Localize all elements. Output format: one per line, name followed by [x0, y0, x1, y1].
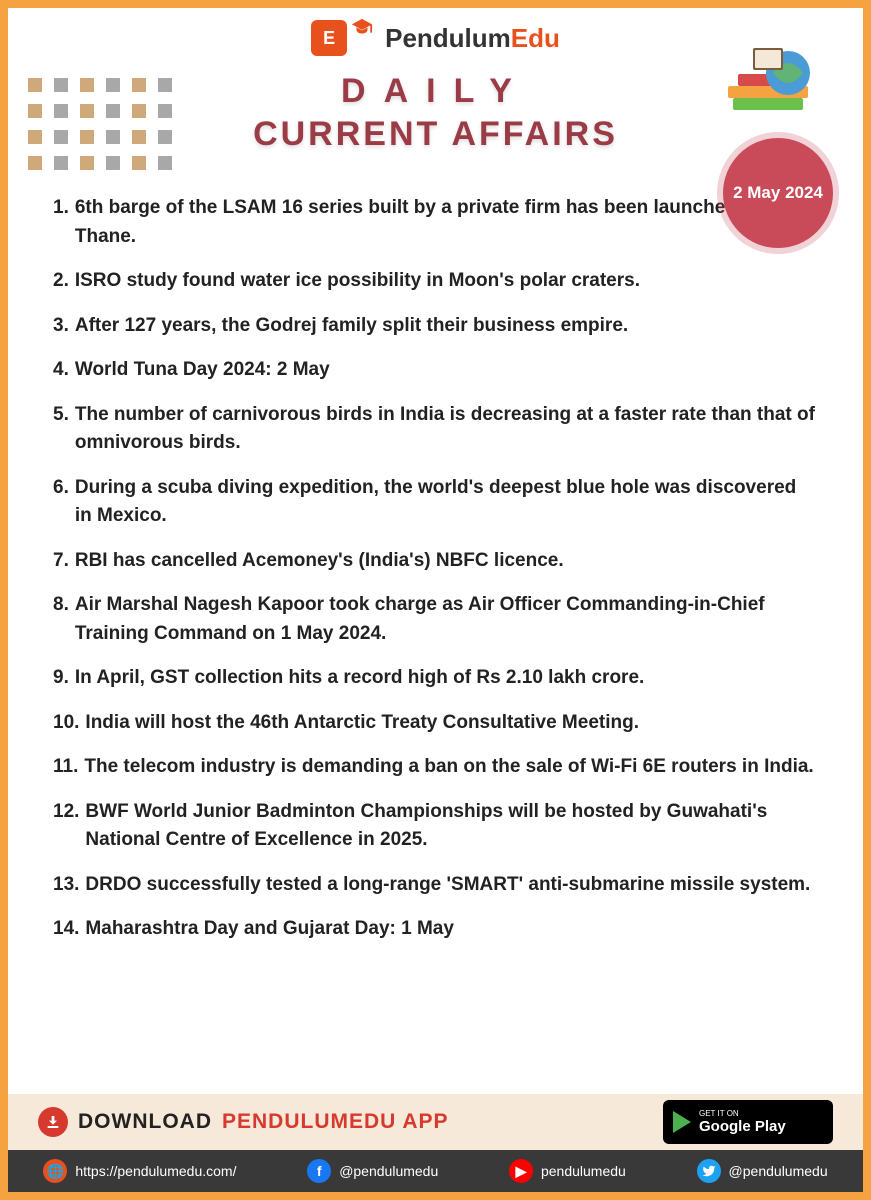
item-number: 13. [53, 871, 79, 900]
youtube-handle: pendulumedu [541, 1163, 626, 1179]
download-prefix: DOWNLOAD [78, 1110, 212, 1134]
youtube-icon: ▶ [509, 1159, 533, 1183]
item-text: The number of carnivorous birds in India… [75, 401, 818, 458]
social-facebook[interactable]: f @pendulumedu [307, 1159, 438, 1183]
item-text: India will host the 46th Antarctic Treat… [85, 709, 639, 738]
download-icon [38, 1107, 68, 1137]
item-text: During a scuba diving expedition, the wo… [75, 474, 818, 531]
item-text: In April, GST collection hits a record h… [75, 664, 644, 693]
item-text: After 127 years, the Godrej family split… [75, 312, 628, 341]
item-text: BWF World Junior Badminton Championships… [85, 798, 818, 855]
list-item: 10.India will host the 46th Antarctic Tr… [53, 709, 818, 738]
brand-part2: Edu [511, 23, 560, 53]
affairs-list: 1.6th barge of the LSAM 16 series built … [8, 154, 863, 944]
play-store-icon [673, 1111, 691, 1133]
item-number: 9. [53, 664, 69, 693]
brand-text: PendulumEdu [385, 23, 560, 54]
list-item: 13.DRDO successfully tested a long-range… [53, 871, 818, 900]
facebook-handle: @pendulumedu [339, 1163, 438, 1179]
download-app-name: PENDULUMEDU APP [222, 1110, 449, 1134]
list-item: 11.The telecom industry is demanding a b… [53, 753, 818, 782]
globe-icon: 🌐 [43, 1159, 67, 1183]
list-item: 8.Air Marshal Nagesh Kapoor took charge … [53, 591, 818, 648]
item-number: 3. [53, 312, 69, 341]
books-globe-icon [713, 38, 833, 138]
item-number: 14. [53, 915, 79, 944]
list-item: 6.During a scuba diving expedition, the … [53, 474, 818, 531]
item-text: ISRO study found water ice possibility i… [75, 267, 640, 296]
item-number: 10. [53, 709, 79, 738]
logo-letter: E [323, 28, 335, 49]
list-item: 5.The number of carnivorous birds in Ind… [53, 401, 818, 458]
website-url: https://pendulumedu.com/ [75, 1163, 236, 1179]
download-text: DOWNLOAD PENDULUMEDU APP [38, 1107, 449, 1137]
social-website[interactable]: 🌐 https://pendulumedu.com/ [43, 1159, 236, 1183]
social-twitter[interactable]: @pendulumedu [697, 1159, 828, 1183]
item-text: Maharashtra Day and Gujarat Day: 1 May [85, 915, 454, 944]
page: E PendulumEdu 2 May 2024 DAILY CURRENT A… [0, 0, 871, 1200]
download-bar: DOWNLOAD PENDULUMEDU APP GET IT ON Googl… [8, 1094, 863, 1150]
brand-logo-icon: E [311, 20, 347, 56]
gplay-small: GET IT ON [699, 1109, 786, 1118]
list-item: 2.ISRO study found water ice possibility… [53, 267, 818, 296]
list-item: 4.World Tuna Day 2024: 2 May [53, 356, 818, 385]
item-text: DRDO successfully tested a long-range 'S… [85, 871, 810, 900]
date-text: 2 May 2024 [733, 183, 823, 203]
list-item: 12.BWF World Junior Badminton Championsh… [53, 798, 818, 855]
play-store-text: GET IT ON Google Play [699, 1109, 786, 1136]
item-text: 6th barge of the LSAM 16 series built by… [75, 194, 818, 251]
graduation-cap-icon [351, 17, 373, 39]
footer: DOWNLOAD PENDULUMEDU APP GET IT ON Googl… [8, 1094, 863, 1192]
item-number: 5. [53, 401, 69, 458]
item-number: 2. [53, 267, 69, 296]
item-number: 11. [53, 753, 78, 782]
list-item: 9.In April, GST collection hits a record… [53, 664, 818, 693]
date-badge: 2 May 2024 [723, 138, 833, 248]
item-number: 7. [53, 547, 69, 576]
facebook-icon: f [307, 1159, 331, 1183]
item-number: 12. [53, 798, 79, 855]
list-item: 3.After 127 years, the Godrej family spl… [53, 312, 818, 341]
google-play-button[interactable]: GET IT ON Google Play [663, 1100, 833, 1144]
item-number: 6. [53, 474, 69, 531]
list-item: 1.6th barge of the LSAM 16 series built … [53, 194, 818, 251]
item-text: The telecom industry is demanding a ban … [84, 753, 813, 782]
list-item: 14.Maharashtra Day and Gujarat Day: 1 Ma… [53, 915, 818, 944]
twitter-handle: @pendulumedu [729, 1163, 828, 1179]
item-number: 8. [53, 591, 69, 648]
social-youtube[interactable]: ▶ pendulumedu [509, 1159, 626, 1183]
list-item: 7.RBI has cancelled Acemoney's (India's)… [53, 547, 818, 576]
item-text: Air Marshal Nagesh Kapoor took charge as… [75, 591, 818, 648]
item-text: RBI has cancelled Acemoney's (India's) N… [75, 547, 564, 576]
social-bar: 🌐 https://pendulumedu.com/ f @pendulumed… [8, 1150, 863, 1192]
twitter-icon [697, 1159, 721, 1183]
item-number: 4. [53, 356, 69, 385]
gplay-big: Google Play [699, 1118, 786, 1135]
item-text: World Tuna Day 2024: 2 May [75, 356, 330, 385]
item-number: 1. [53, 194, 69, 251]
decorative-dots [28, 78, 172, 170]
brand-part1: Pendulum [385, 23, 511, 53]
